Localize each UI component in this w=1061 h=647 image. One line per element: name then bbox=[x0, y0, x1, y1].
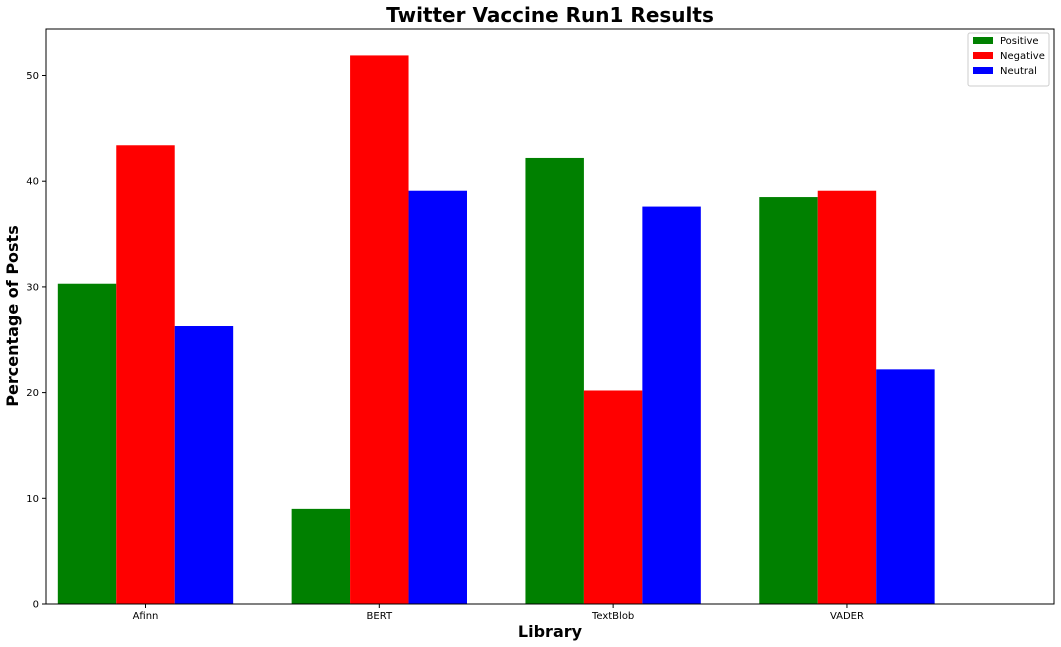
x-axis-label: Library bbox=[518, 622, 583, 641]
chart-title: Twitter Vaccine Run1 Results bbox=[386, 3, 714, 27]
bar-neutral-vader bbox=[876, 369, 935, 604]
legend-swatch-positive bbox=[973, 37, 993, 44]
x-tick-label: TextBlob bbox=[591, 611, 634, 622]
x-tick-label: BERT bbox=[367, 611, 393, 622]
bar-negative-bert bbox=[350, 55, 409, 605]
y-tick-label: 40 bbox=[26, 177, 39, 188]
x-tick-label: Afinn bbox=[133, 611, 159, 622]
y-tick-label: 10 bbox=[26, 494, 39, 505]
legend-swatch-negative bbox=[973, 52, 993, 59]
y-tick-label: 30 bbox=[26, 282, 39, 293]
plot-frame bbox=[45, 28, 1055, 605]
y-tick-label: 0 bbox=[33, 600, 39, 611]
bar-positive-vader bbox=[759, 197, 818, 604]
bars-group bbox=[57, 55, 935, 605]
bar-negative-textblob bbox=[583, 390, 643, 604]
legend-label-positive: Positive bbox=[1000, 36, 1039, 47]
y-tick-label: 20 bbox=[26, 388, 39, 399]
bar-positive-textblob bbox=[525, 157, 584, 604]
x-axis: Afinn BERT TextBlob VADER bbox=[133, 604, 864, 622]
legend-swatch-neutral bbox=[973, 67, 993, 74]
bar-positive-afinn bbox=[57, 283, 117, 604]
x-tick-label: VADER bbox=[830, 611, 864, 622]
legend-label-neutral: Neutral bbox=[1000, 66, 1037, 77]
bar-negative-afinn bbox=[116, 145, 175, 604]
bar-negative-vader bbox=[817, 190, 877, 604]
y-axis-label: Percentage of Posts bbox=[3, 225, 22, 406]
bar-neutral-afinn bbox=[174, 326, 234, 604]
legend-label-negative: Negative bbox=[1000, 51, 1045, 62]
bar-neutral-bert bbox=[408, 190, 467, 604]
y-axis: 0 10 20 30 40 50 bbox=[26, 71, 46, 611]
legend: Positive Negative Neutral bbox=[967, 32, 1050, 87]
bar-neutral-textblob bbox=[642, 206, 701, 604]
y-tick-label: 50 bbox=[26, 71, 39, 82]
bar-positive-bert bbox=[291, 508, 351, 604]
